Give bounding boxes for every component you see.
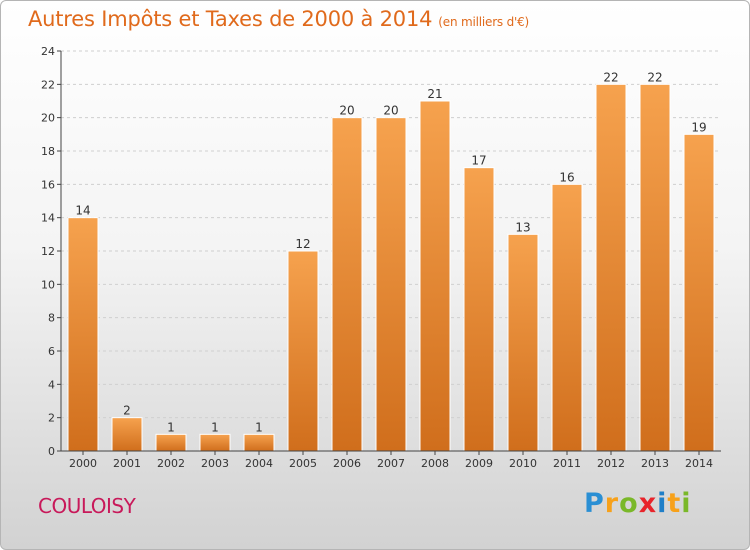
x-tick-label-2000: 2000: [69, 457, 97, 470]
x-tick-label-2001: 2001: [113, 457, 141, 470]
value-label-2013: 22: [647, 70, 662, 84]
value-label-2001: 2: [123, 404, 131, 418]
x-tick-label-2005: 2005: [289, 457, 317, 470]
y-tick-label: 14: [41, 212, 55, 225]
x-tick-label-2013: 2013: [641, 457, 669, 470]
x-tick-label-2003: 2003: [201, 457, 229, 470]
bar-2004: [243, 433, 275, 452]
x-tick-label-2011: 2011: [553, 457, 581, 470]
x-tick-label-2010: 2010: [509, 457, 537, 470]
x-tick-label-2009: 2009: [465, 457, 493, 470]
x-tick-label-2007: 2007: [377, 457, 405, 470]
bar-2001: [111, 417, 143, 452]
bar-2010: [507, 233, 539, 452]
value-label-2009: 17: [471, 154, 486, 168]
value-label-2008: 21: [427, 87, 442, 101]
value-label-2002: 1: [167, 420, 175, 434]
bar-2005: [287, 250, 319, 452]
y-tick-label: 0: [48, 445, 55, 458]
value-label-2005: 12: [295, 237, 310, 251]
y-tick-label: 20: [41, 112, 55, 125]
y-tick-label: 8: [48, 312, 55, 325]
bar-2000: [67, 217, 99, 452]
y-tick-label: 24: [41, 45, 55, 58]
value-label-2003: 1: [211, 420, 219, 434]
value-label-2007: 20: [383, 104, 398, 118]
y-tick-label: 18: [41, 145, 55, 158]
bars: [67, 83, 715, 452]
commune-name: COULOISY: [38, 494, 136, 518]
bar-2014: [683, 133, 715, 452]
x-tick-label-2012: 2012: [597, 457, 625, 470]
bar-2007: [375, 117, 407, 452]
y-tick-label: 6: [48, 345, 55, 358]
value-label-2014: 19: [691, 120, 706, 134]
bar-2008: [419, 100, 451, 452]
value-label-2012: 22: [603, 70, 618, 84]
bar-2003: [199, 433, 231, 452]
chart-title-text: Autres Impôts et Taxes de 2000 à 2014: [28, 7, 433, 31]
value-label-2006: 20: [339, 104, 354, 118]
x-tick-label-2002: 2002: [157, 457, 185, 470]
value-label-2004: 1: [255, 420, 263, 434]
bar-2009: [463, 167, 495, 452]
value-label-2010: 13: [515, 220, 530, 234]
bar-2002: [155, 433, 187, 452]
y-tick-label: 4: [48, 378, 55, 391]
x-tick-label-2004: 2004: [245, 457, 273, 470]
value-label-2011: 16: [559, 170, 574, 184]
x-tick-label-2008: 2008: [421, 457, 449, 470]
proxiti-logo: Proxiti: [584, 488, 692, 519]
y-tick-label: 12: [41, 245, 55, 258]
chart-title: Autres Impôts et Taxes de 2000 à 2014 (en…: [28, 7, 529, 31]
bar-2011: [551, 183, 583, 452]
x-tick-label-2006: 2006: [333, 457, 361, 470]
y-tick-label: 16: [41, 178, 55, 191]
value-label-2000: 14: [75, 204, 90, 218]
y-tick-label: 22: [41, 78, 55, 91]
bar-2013: [639, 83, 671, 452]
y-tick-label: 10: [41, 278, 55, 291]
chart-subtitle: (en milliers d'€): [438, 15, 530, 29]
bar-2012: [595, 83, 627, 452]
y-tick-label: 2: [48, 412, 55, 425]
x-tick-label-2014: 2014: [685, 457, 713, 470]
bar-2006: [331, 117, 363, 452]
